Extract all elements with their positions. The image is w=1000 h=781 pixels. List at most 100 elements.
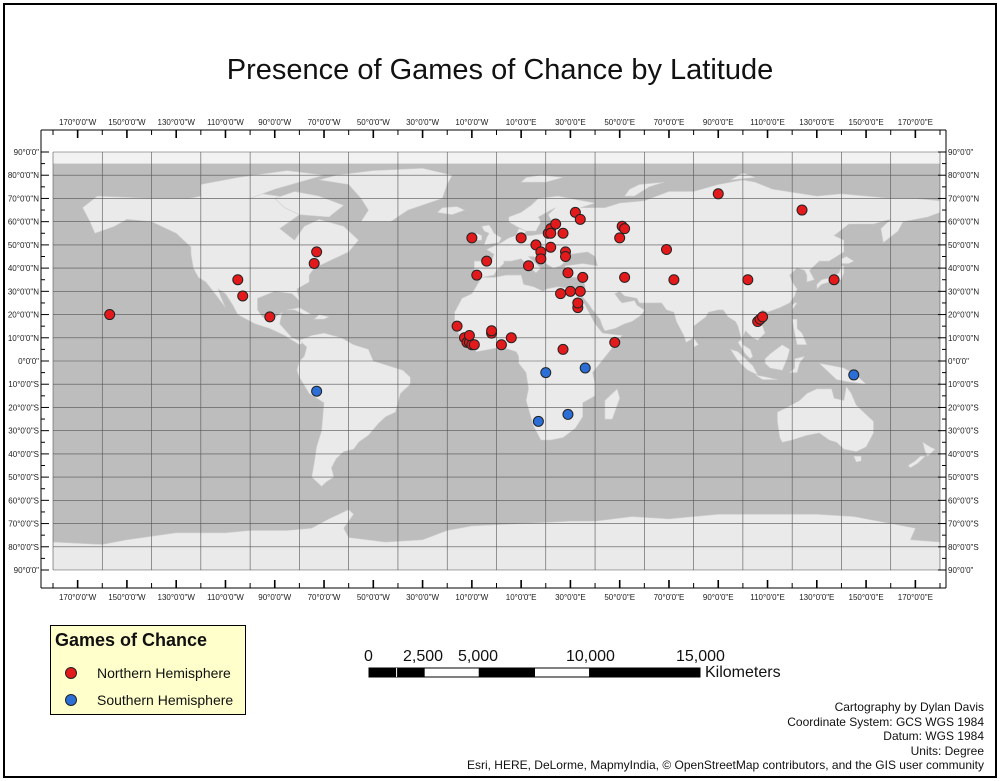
lat-label-left: 90°0'0" bbox=[14, 566, 40, 575]
lat-label-left: 60°0'0"S bbox=[8, 496, 39, 505]
northern-hemisphere-point bbox=[668, 274, 680, 286]
lon-label-bottom: 50°0'0"E bbox=[604, 593, 635, 602]
lat-label-right: 60°0'0"S bbox=[948, 496, 979, 505]
lon-label-bottom: 10°0'0"W bbox=[455, 593, 488, 602]
scale-unit: Kilometers bbox=[705, 664, 781, 681]
southern-hemisphere-point bbox=[562, 408, 574, 420]
lon-label-bottom: 170°0'0"E bbox=[898, 593, 933, 602]
lon-label-bottom: 10°0'0"E bbox=[506, 593, 537, 602]
land-sulawesi bbox=[788, 355, 806, 373]
northern-hemisphere-point bbox=[712, 188, 724, 200]
scale-label-2500: 2,500 bbox=[403, 648, 444, 665]
northern-hemisphere-point bbox=[515, 232, 527, 244]
lat-label-right: 90°0'0" bbox=[948, 566, 974, 575]
northern-hemisphere-point bbox=[451, 320, 463, 332]
lon-label-top: 130°0'0"W bbox=[158, 118, 196, 127]
northern-hemisphere-point bbox=[614, 232, 626, 244]
lat-label-right: 10°0'0"N bbox=[948, 334, 979, 343]
lon-label-top: 70°0'0"E bbox=[654, 118, 685, 127]
northern-hemisphere-point bbox=[308, 257, 320, 269]
southern-hemisphere-point bbox=[311, 385, 323, 397]
northern-hemisphere-point bbox=[495, 339, 507, 351]
northern-hemisphere-point bbox=[572, 297, 584, 309]
northern-hemisphere-point bbox=[232, 274, 244, 286]
lon-label-top: 50°0'0"E bbox=[604, 118, 635, 127]
lon-label-bottom: 50°0'0"W bbox=[357, 593, 390, 602]
lon-label-bottom: 170°0'0"W bbox=[59, 593, 97, 602]
lat-label-right: 20°0'0"S bbox=[948, 403, 979, 412]
credit-attribution: Esri, HERE, DeLorme, MapmyIndia, © OpenS… bbox=[466, 758, 984, 772]
lat-label-right: 30°0'0"S bbox=[948, 427, 979, 436]
northern-hemisphere-point bbox=[609, 336, 621, 348]
lat-label-right: 10°0'0"S bbox=[948, 380, 979, 389]
northern-hemisphere-point bbox=[481, 255, 493, 267]
lon-label-top: 150°0'0"W bbox=[108, 118, 146, 127]
credit-coordinate-system: Coordinate System: GCS WGS 1984 bbox=[787, 714, 984, 729]
lat-label-left: 80°0'0"N bbox=[8, 171, 39, 180]
lat-label-right: 90°0'0" bbox=[948, 148, 974, 157]
land-australia bbox=[777, 385, 874, 452]
northern-hemisphere-point bbox=[550, 218, 562, 230]
graticule bbox=[52, 151, 941, 571]
lon-label-bottom: 110°0'0"W bbox=[207, 593, 244, 602]
land-philippines bbox=[791, 318, 808, 345]
lat-label-right: 40°0'0"S bbox=[948, 450, 979, 459]
lat-label-right: 50°0'0"S bbox=[948, 473, 979, 482]
scale-label-10000: 10,000 bbox=[566, 648, 615, 665]
northern-hemisphere-point bbox=[555, 288, 567, 300]
northern-hemisphere-point bbox=[619, 223, 631, 235]
land-svalbard bbox=[520, 174, 564, 183]
lon-label-top: 30°0'0"W bbox=[406, 118, 439, 127]
northern-hemisphere-point bbox=[577, 271, 589, 283]
lat-label-right: 70°0'0"S bbox=[948, 520, 979, 529]
northern-hemisphere-point bbox=[535, 253, 547, 265]
lon-label-bottom: 130°0'0"E bbox=[799, 593, 834, 602]
lat-label-right: 40°0'0"N bbox=[948, 264, 979, 273]
lon-label-bottom: 90°0'0"E bbox=[703, 593, 734, 602]
northern-hemisphere-point bbox=[237, 290, 249, 302]
lat-label-left: 50°0'0"N bbox=[8, 241, 39, 250]
land-iceland bbox=[436, 206, 466, 216]
lon-label-top: 10°0'0"E bbox=[506, 118, 537, 127]
map-title: Presence of Games of Chance by Latitude bbox=[226, 54, 774, 86]
lon-label-bottom: 130°0'0"W bbox=[158, 593, 196, 602]
northern-hemisphere-point bbox=[545, 227, 557, 239]
northern-hemisphere-point bbox=[471, 269, 483, 281]
scale-label-0: 0 bbox=[364, 648, 373, 665]
northern-hemisphere-point bbox=[796, 204, 808, 216]
lat-label-left: 30°0'0"S bbox=[8, 427, 39, 436]
lon-label-bottom: 110°0'0"E bbox=[750, 593, 785, 602]
lon-label-bottom: 90°0'0"W bbox=[258, 593, 291, 602]
scale-label-5000: 5,000 bbox=[458, 648, 499, 665]
lat-label-right: 20°0'0"N bbox=[948, 311, 979, 320]
lat-label-right: 60°0'0"N bbox=[948, 218, 979, 227]
land-hispaniola bbox=[313, 314, 330, 320]
lon-label-bottom: 30°0'0"E bbox=[555, 593, 586, 602]
legend-label-north: Northern Hemisphere bbox=[97, 665, 231, 681]
northern-hemisphere-point bbox=[463, 329, 475, 341]
northern-hemisphere-point bbox=[742, 274, 754, 286]
legend-item-south: Southern Hemisphere bbox=[65, 692, 233, 708]
land-japan bbox=[816, 265, 845, 290]
lon-label-top: 170°0'0"E bbox=[898, 118, 933, 127]
northern-hemisphere-point bbox=[505, 332, 517, 344]
northern-hemisphere-point bbox=[545, 241, 557, 253]
northern-hemisphere-point bbox=[574, 213, 586, 225]
northern-hemisphere-point bbox=[559, 251, 571, 262]
legend-title: Games of Chance bbox=[55, 630, 208, 650]
northern-hemisphere-point bbox=[619, 271, 631, 283]
games-of-chance-points bbox=[104, 188, 860, 427]
lat-label-right: 70°0'0"N bbox=[948, 194, 979, 203]
lon-label-top: 150°0'0"E bbox=[849, 118, 884, 127]
scale-segment bbox=[423, 667, 480, 678]
lat-label-left: 0°0'0" bbox=[18, 357, 39, 366]
southern-hemisphere-point bbox=[579, 362, 591, 374]
southern-hemisphere-point bbox=[532, 415, 544, 427]
map-credits: Cartography by Dylan Davis Coordinate Sy… bbox=[467, 700, 984, 773]
lon-label-bottom: 150°0'0"E bbox=[849, 593, 884, 602]
lon-label-top: 130°0'0"E bbox=[799, 118, 834, 127]
blue-dot-icon bbox=[65, 694, 77, 706]
northern-hemisphere-point bbox=[562, 267, 574, 279]
lat-label-left: 20°0'0"N bbox=[8, 311, 39, 320]
